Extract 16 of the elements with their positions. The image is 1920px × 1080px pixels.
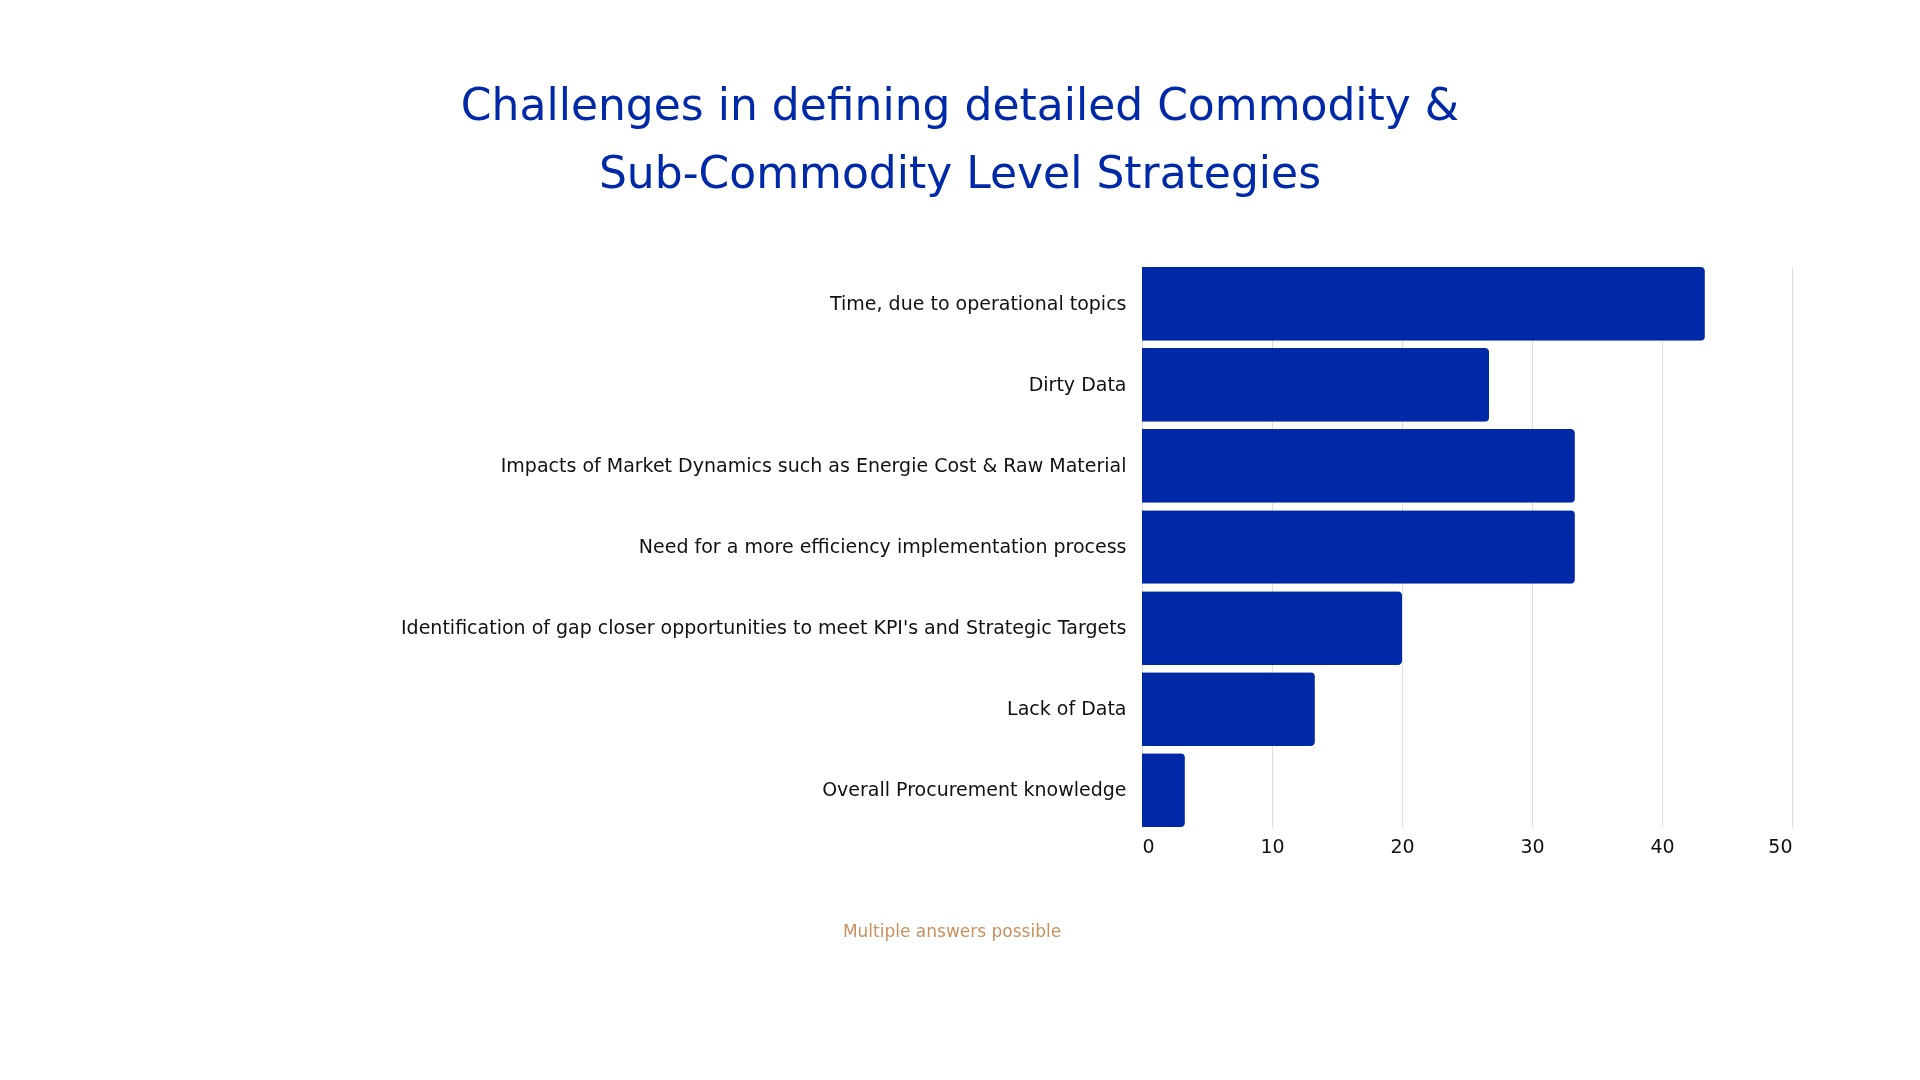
y-tick-label: Identification of gap closer opportunities to meet KPI's and Strategic Targets	[401, 616, 1127, 639]
text: Challenges in defining detailed Commodity &	[460, 79, 1460, 130]
y-tick-label: Lack of Data	[1007, 697, 1127, 720]
y-tick-label: Time, due to operational topics	[829, 291, 1127, 314]
y-tick-label: Need for a more efficiency implementation process	[638, 535, 1127, 557]
y-tick-label: Overall Procurement knowledge	[822, 778, 1127, 801]
y-tick-label: Impacts of Market Dynamics such as Energie Cost & Raw Material	[500, 453, 1127, 476]
text: Multiple answers possible	[842, 921, 1062, 941]
y-tick-label: Dirty Data	[1028, 372, 1127, 395]
x-tick-label: 0	[1142, 834, 1155, 857]
x-tick-label: 50	[1768, 834, 1793, 857]
x-tick-label: 40	[1650, 834, 1675, 857]
x-tick-label: 30	[1520, 834, 1545, 857]
text: Sub-Commodity Level Strategies	[598, 147, 1322, 198]
x-tick-label: 20	[1390, 834, 1415, 857]
x-tick-label: 10	[1260, 834, 1285, 857]
